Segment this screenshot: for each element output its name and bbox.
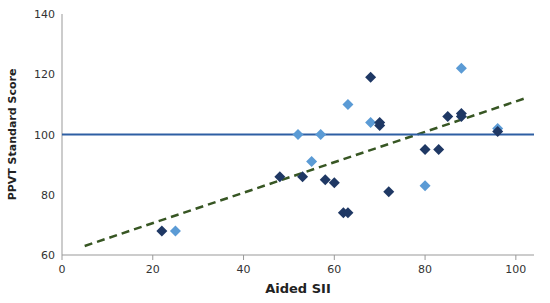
y-tick-label: 80 [41,189,55,202]
data-point [492,126,503,137]
plot-area [62,63,534,246]
trend-line [85,98,525,246]
data-point [315,129,326,140]
data-point [420,180,431,191]
x-tick-label: 40 [237,263,251,276]
x-tick-label: 20 [146,263,160,276]
data-point [329,177,340,188]
data-point [342,99,353,110]
data-point [456,63,467,74]
data-point [320,174,331,185]
y-tick-label: 100 [34,129,55,142]
x-tick-label: 100 [505,263,526,276]
x-tick [243,255,244,260]
x-tick-label: 60 [327,263,341,276]
x-tick [62,255,63,260]
y-tick-label: 140 [34,8,55,21]
data-point [442,111,453,122]
data-point [383,186,394,197]
y-tick-label: 120 [34,68,55,81]
x-tick [515,255,516,260]
x-tick-label: 0 [59,263,66,276]
data-point [297,171,308,182]
data-point [374,117,385,128]
x-axis-line [62,255,534,256]
x-tick [152,255,153,260]
data-point [274,171,285,182]
data-point [365,72,376,83]
data-point [306,156,317,167]
x-tick-label: 80 [418,263,432,276]
y-axis-label: PPVT Standard Score [6,69,19,201]
data-point [420,144,431,155]
x-axis-label: Aided SII [265,281,331,296]
chart: 0 20 40 60 80 100 60 80 100 120 140 Aided SII PPVT S… [0,0,550,303]
data-point [156,225,167,236]
x-tick [334,255,335,260]
data-point [456,111,467,122]
data-point [433,144,444,155]
x-tick [425,255,426,260]
chart-container: 0 20 40 60 80 100 60 80 100 120 140 Aided SII PPVT S… [0,0,550,303]
y-tick-label: 60 [41,249,55,262]
data-point [342,207,353,218]
data-point [170,225,181,236]
data-point [293,129,304,140]
